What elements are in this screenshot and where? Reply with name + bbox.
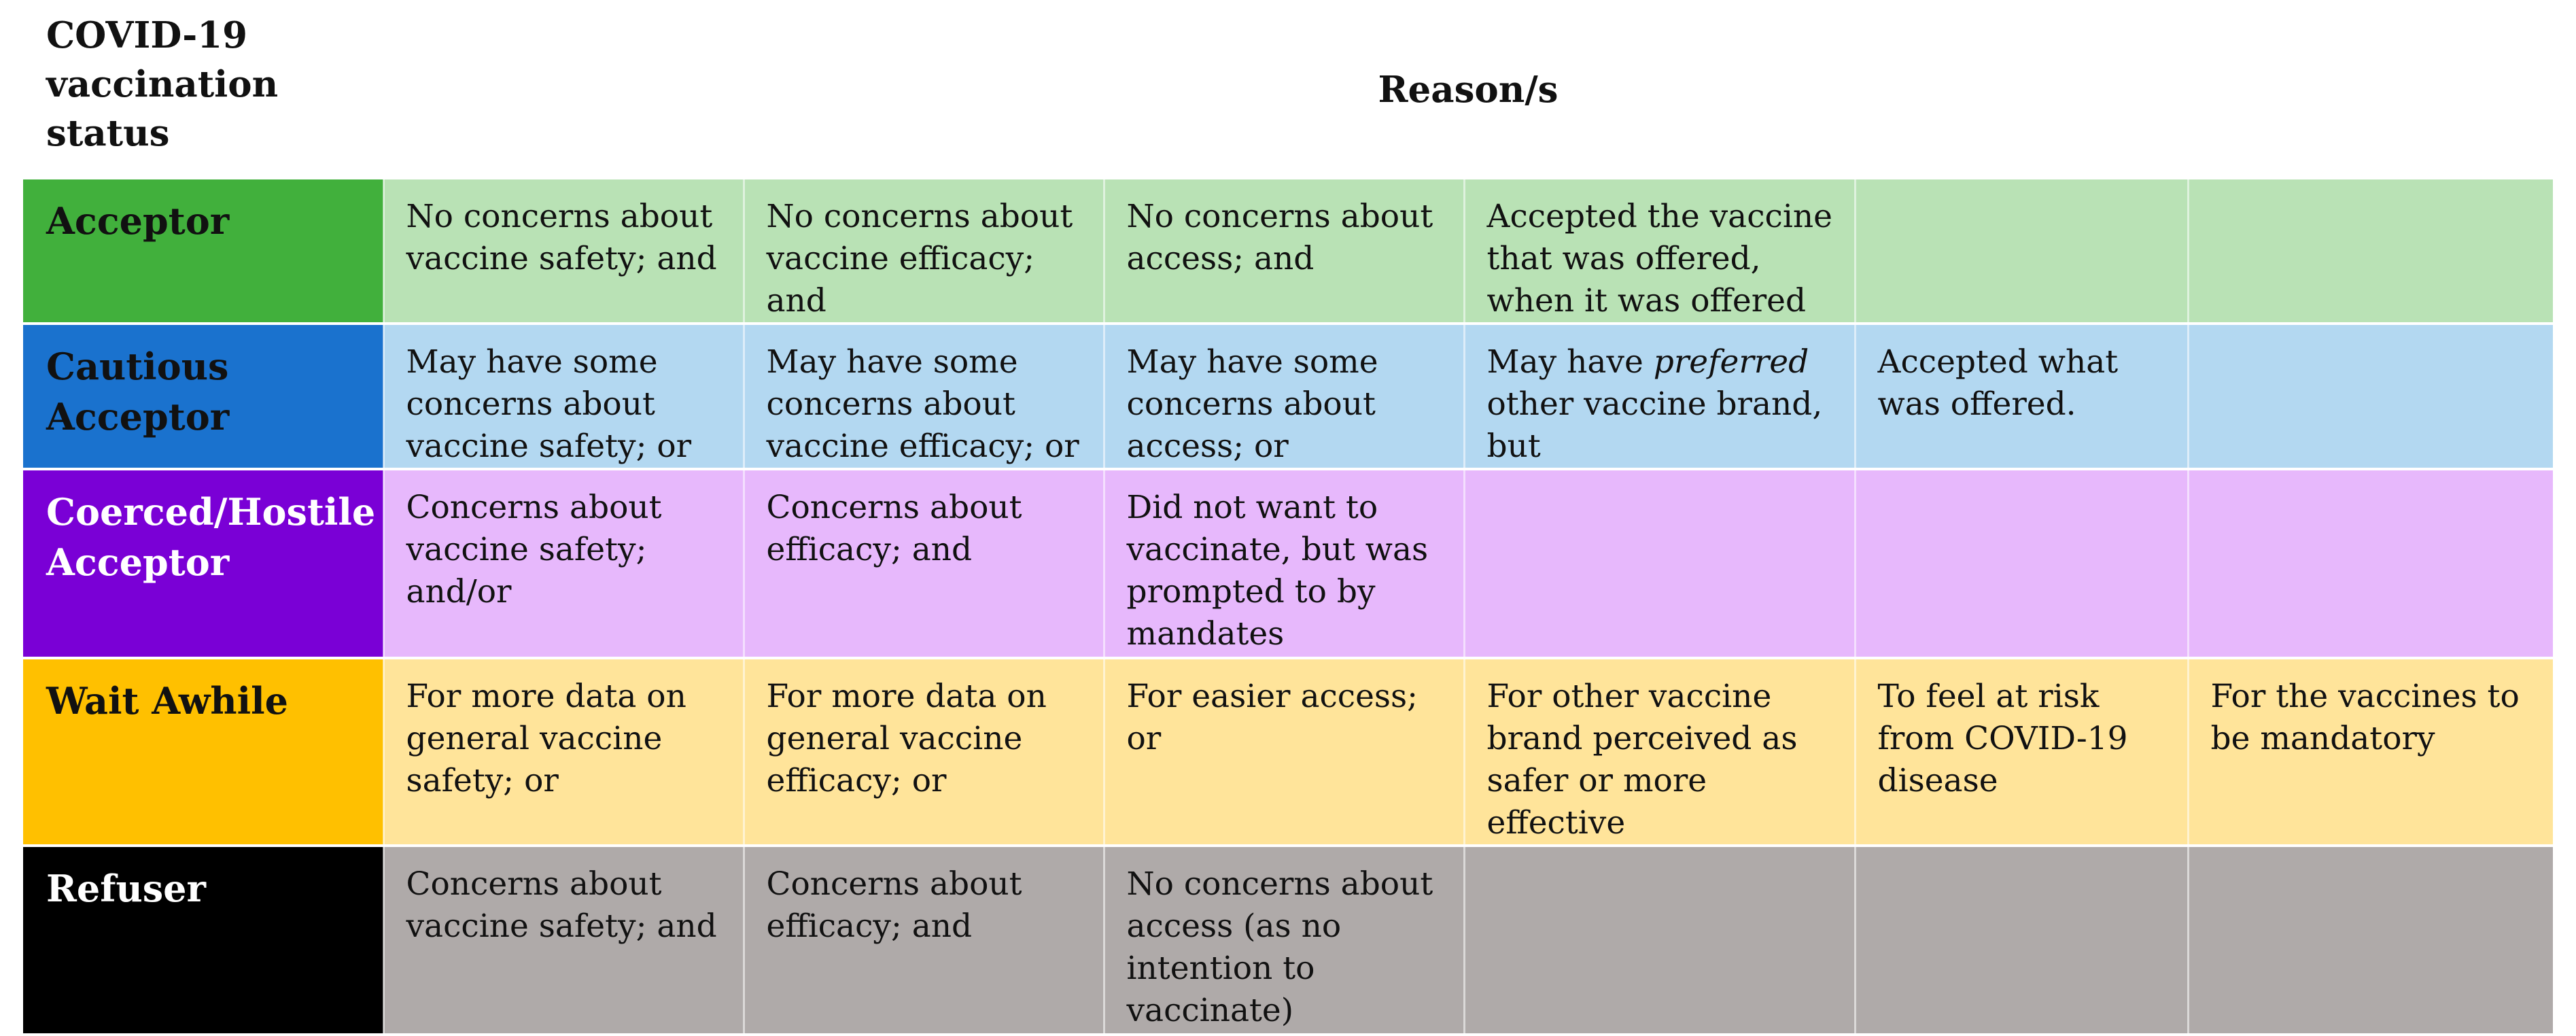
reason-cell: No concerns about access; and [1102, 179, 1464, 325]
reason-cell: May have some concerns about access; or [1102, 324, 1464, 470]
reason-cell: No concerns about access (as no intentio… [1102, 846, 1464, 1036]
header-row: COVID-19 vaccination status Reason/s [23, 0, 2553, 179]
reason-cell: Concerns about efficacy; and [742, 846, 1104, 1036]
reason-cell [2187, 179, 2553, 325]
reason-cell: No concerns about vaccine efficacy; and [742, 179, 1104, 325]
reason-cell: May have some concerns about vaccine saf… [382, 324, 744, 470]
status-label: Acceptor [23, 179, 383, 325]
reason-cell [1463, 469, 1855, 659]
table-row-acceptor: Acceptor No concerns about vaccine safet… [23, 179, 2553, 325]
table-row-wait-awhile: Wait Awhile For more data on general vac… [23, 658, 2553, 847]
reason-cell: For easier access; or [1102, 658, 1464, 847]
table-row-refuser: Refuser Concerns about vaccine safety; a… [23, 846, 2553, 1036]
reason-cell: For more data on general vaccine efficac… [742, 658, 1104, 847]
reason-text-emphasis: preferred [1653, 343, 1809, 381]
reason-cell-preferred-brand: May have preferred other vaccine brand, … [1463, 324, 1855, 470]
reason-cell [1853, 846, 2188, 1036]
reason-cell [2187, 324, 2553, 470]
status-label: Wait Awhile [23, 658, 383, 847]
reason-cell: Accepted the vaccine that was offered, w… [1463, 179, 1855, 325]
vaccination-status-table: COVID-19 vaccination status Reason/s Acc… [23, 0, 2553, 1036]
reason-cell [2187, 469, 2553, 659]
reason-cell: For more data on general vaccine safety;… [382, 658, 744, 847]
reason-text-post: other vaccine brand, but [1486, 385, 1823, 465]
reason-cell: For other vaccine brand perceived as saf… [1463, 658, 1855, 847]
reason-cell [1463, 846, 1855, 1036]
status-label: Coerced/Hostile Acceptor [23, 469, 383, 659]
reason-cell: Concerns about efficacy; and [742, 469, 1104, 659]
reason-cell: To feel at risk from COVID-19 disease [1853, 658, 2188, 847]
reason-cell: For the vaccines to be mandatory [2187, 658, 2553, 847]
status-label: Cautious Acceptor [23, 324, 383, 470]
reason-cell [1853, 469, 2188, 659]
reasons-column-header: Reason/s [383, 0, 2553, 179]
reason-cell: Did not want to vaccinate, but was promp… [1102, 469, 1464, 659]
status-column-header: COVID-19 vaccination status [23, 0, 383, 179]
table-row-coerced-acceptor: Coerced/Hostile Acceptor Concerns about … [23, 469, 2553, 659]
reason-cell: May have some concerns about vaccine eff… [742, 324, 1104, 470]
status-label: Refuser [23, 846, 383, 1036]
reason-cell: Accepted what was offered. [1853, 324, 2188, 470]
reason-cell: No concerns about vaccine safety; and [382, 179, 744, 325]
reason-cell [1853, 179, 2188, 325]
table-row-cautious-acceptor: Cautious Acceptor May have some concerns… [23, 324, 2553, 470]
reason-text-pre: May have [1486, 343, 1654, 381]
reason-cell [2187, 846, 2553, 1036]
reason-cell: Concerns about vaccine safety; and [382, 846, 744, 1036]
reason-cell: Concerns about vaccine safety; and/or [382, 469, 744, 659]
